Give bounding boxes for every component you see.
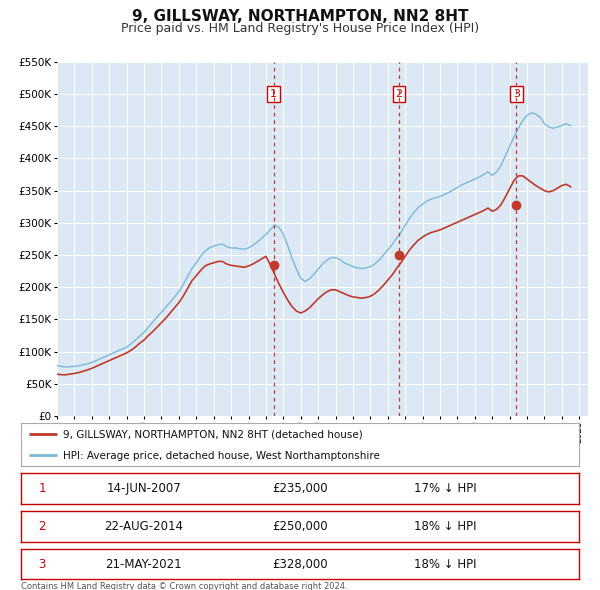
Text: 1: 1	[38, 482, 46, 495]
Text: HPI: Average price, detached house, West Northamptonshire: HPI: Average price, detached house, West…	[63, 451, 380, 461]
Text: £328,000: £328,000	[272, 558, 328, 571]
Text: 1: 1	[270, 89, 277, 99]
Text: £250,000: £250,000	[272, 520, 328, 533]
Text: 18% ↓ HPI: 18% ↓ HPI	[414, 520, 476, 533]
Text: Price paid vs. HM Land Registry's House Price Index (HPI): Price paid vs. HM Land Registry's House …	[121, 22, 479, 35]
Text: 9, GILLSWAY, NORTHAMPTON, NN2 8HT: 9, GILLSWAY, NORTHAMPTON, NN2 8HT	[132, 9, 468, 24]
Text: 3: 3	[38, 558, 46, 571]
Text: 18% ↓ HPI: 18% ↓ HPI	[414, 558, 476, 571]
Text: 17% ↓ HPI: 17% ↓ HPI	[414, 482, 476, 495]
Text: 21-MAY-2021: 21-MAY-2021	[106, 558, 182, 571]
Text: 22-AUG-2014: 22-AUG-2014	[104, 520, 183, 533]
Text: 9, GILLSWAY, NORTHAMPTON, NN2 8HT (detached house): 9, GILLSWAY, NORTHAMPTON, NN2 8HT (detac…	[63, 430, 362, 440]
Text: Contains HM Land Registry data © Crown copyright and database right 2024.
This d: Contains HM Land Registry data © Crown c…	[21, 582, 347, 590]
Text: 2: 2	[38, 520, 46, 533]
Text: 14-JUN-2007: 14-JUN-2007	[106, 482, 181, 495]
Text: 3: 3	[513, 89, 520, 99]
Text: 2: 2	[395, 89, 403, 99]
Text: £235,000: £235,000	[272, 482, 328, 495]
